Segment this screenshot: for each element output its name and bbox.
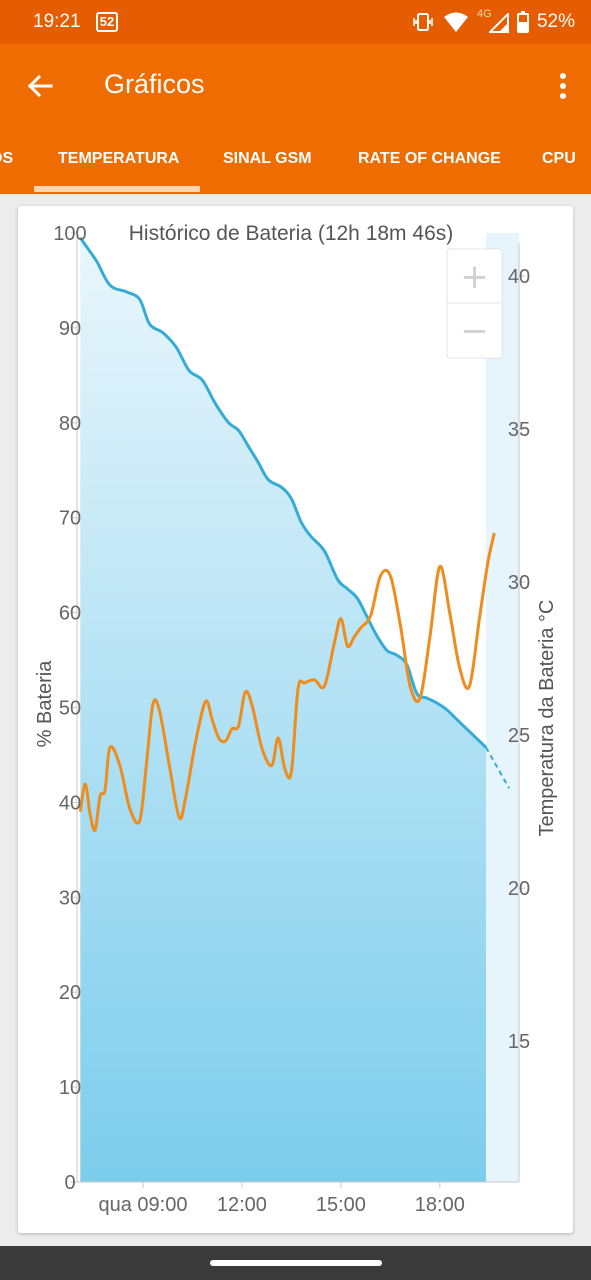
battery-percent: 52% xyxy=(536,11,575,32)
y-right-tick-label: 25 xyxy=(508,725,530,747)
x-tick-label: qua 09:00 xyxy=(99,1194,188,1216)
chart-title: Histórico de Bateria (12h 18m 46s) xyxy=(129,222,454,245)
y-left-tick-label: 80 xyxy=(59,413,81,435)
temperature-line xyxy=(78,532,496,833)
y-axis-left-label: % Bateria xyxy=(34,660,56,748)
y-left-tick-label: 10 xyxy=(59,1077,81,1099)
wifi-icon xyxy=(443,12,468,32)
tab-os[interactable]: OS xyxy=(0,150,14,167)
x-tick-label: 12:00 xyxy=(217,1194,267,1216)
battery-percent-line xyxy=(79,236,488,749)
tab-rate-of-change[interactable]: RATE OF CHANGE xyxy=(358,150,501,167)
y-right-tick-label: 15 xyxy=(508,1031,530,1053)
system-nav-bar xyxy=(0,1246,591,1280)
page-title: Gráficos xyxy=(104,69,205,99)
status-icons: 4G 52% xyxy=(411,8,575,36)
tab-cpu[interactable]: CPU xyxy=(542,150,576,167)
tab-selected-indicator xyxy=(34,186,200,192)
y-left-tick-label: 40 xyxy=(59,792,81,814)
tab-temperatura[interactable]: TEMPERATURA xyxy=(58,150,180,167)
status-time: 19:21 xyxy=(33,11,81,32)
y-left-tick-label: 30 xyxy=(59,887,81,909)
y-left-tick-label: 50 xyxy=(59,698,81,720)
zoom-in-button[interactable]: + xyxy=(460,257,489,297)
status-bar: 19:21 52 4G 52% xyxy=(0,0,591,44)
battery-area-fill xyxy=(80,237,487,1182)
home-gesture-handle[interactable] xyxy=(210,1260,382,1266)
y-right-tick-label: 20 xyxy=(508,878,530,900)
y-right-tick-label: 35 xyxy=(508,419,530,441)
app-bar: Gráficos xyxy=(0,44,591,126)
forecast-region xyxy=(486,233,519,1182)
chart-card: 0 10 20 30 40 50 60 70 80 90 100 15 20 25 30 35 40 qua 09… xyxy=(18,206,573,1233)
battery-forecast-line xyxy=(485,746,510,789)
signal-icon: 4G xyxy=(476,8,509,34)
y-left-tick-label: 70 xyxy=(59,508,81,530)
y-left-tick-label: 90 xyxy=(59,318,81,340)
more-vert-icon[interactable] xyxy=(553,68,573,104)
y-left-tick-label: 0 xyxy=(64,1172,75,1194)
x-tick-label: 15:00 xyxy=(316,1194,366,1216)
y-right-tick-label: 30 xyxy=(508,572,530,594)
network-type-label: 4G xyxy=(476,8,492,20)
zoom-out-button[interactable]: − xyxy=(460,311,489,351)
arrow-back-icon[interactable] xyxy=(22,68,58,104)
battery-icon xyxy=(516,11,529,33)
y-left-tick-label: 20 xyxy=(59,982,81,1004)
vibrate-icon xyxy=(413,13,433,31)
battery-history-chart[interactable]: 0 10 20 30 40 50 60 70 80 90 100 15 20 25 30 35 40 qua 09… xyxy=(18,206,573,1233)
y-left-tick-label: 100 xyxy=(53,223,86,245)
x-tick-label: 18:00 xyxy=(415,1194,465,1216)
y-right-tick-label: 40 xyxy=(508,266,530,288)
tab-bar: OS TEMPERATURA SINAL GSM RATE OF CHANGE … xyxy=(0,126,591,194)
tab-sinal-gsm[interactable]: SINAL GSM xyxy=(223,150,312,167)
zoom-controls: + − xyxy=(446,248,503,359)
notification-badge: 52 xyxy=(96,12,118,32)
y-axis-right-label: Temperatura da Bateria °C xyxy=(536,599,558,836)
y-left-tick-label: 60 xyxy=(59,603,81,625)
